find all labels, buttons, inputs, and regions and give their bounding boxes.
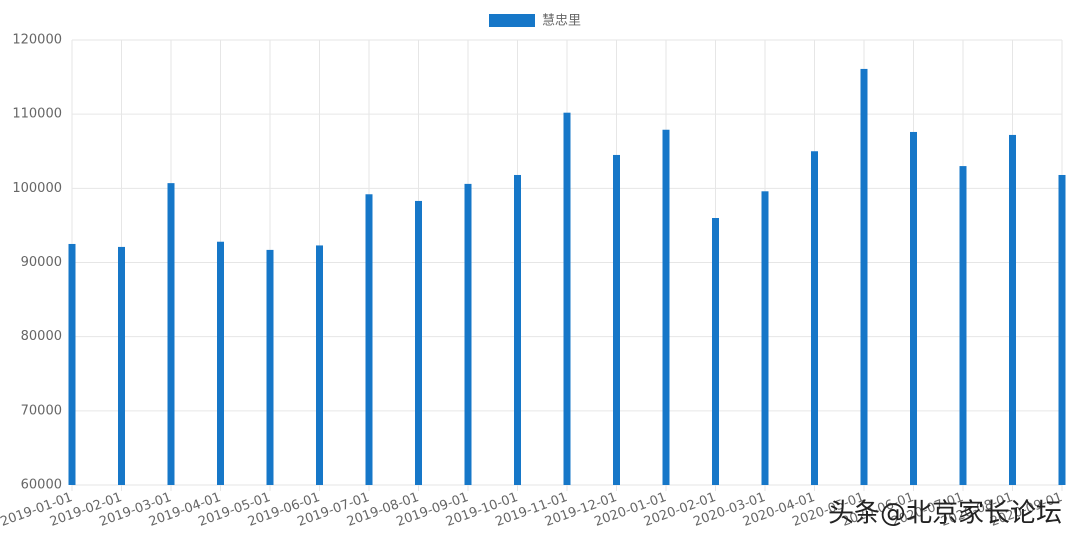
- bar: [316, 245, 323, 485]
- y-tick-label: 110000: [12, 107, 62, 122]
- bar: [464, 183, 472, 485]
- bar: [613, 154, 620, 486]
- bar: [563, 112, 571, 485]
- bar: [118, 246, 125, 485]
- y-tick-label: 90000: [21, 255, 62, 270]
- bar: [662, 129, 670, 485]
- bar: [514, 174, 521, 485]
- y-tick-label: 120000: [12, 33, 62, 48]
- bar: [217, 241, 224, 485]
- y-tick-label: 70000: [21, 403, 62, 418]
- bar: [910, 131, 917, 485]
- bar: [1058, 174, 1066, 485]
- watermark: 头条@北京家长论坛: [828, 499, 1062, 529]
- y-tick-label: 60000: [21, 478, 62, 493]
- bar: [167, 183, 175, 485]
- bar: [959, 166, 967, 486]
- bar: [1009, 134, 1016, 485]
- y-tick-label: 100000: [12, 181, 62, 196]
- legend-label: 慧忠里: [542, 13, 581, 29]
- bar: [415, 200, 422, 486]
- legend-swatch: [489, 14, 535, 27]
- bar: [266, 249, 274, 485]
- bar: [712, 218, 719, 485]
- bar: [860, 68, 868, 486]
- y-tick-label: 80000: [21, 329, 62, 344]
- bar: [68, 243, 76, 485]
- bar: [365, 194, 373, 485]
- bar: [811, 151, 818, 485]
- bar: [761, 191, 769, 486]
